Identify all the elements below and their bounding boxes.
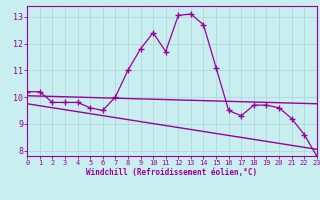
- X-axis label: Windchill (Refroidissement éolien,°C): Windchill (Refroidissement éolien,°C): [86, 168, 258, 177]
